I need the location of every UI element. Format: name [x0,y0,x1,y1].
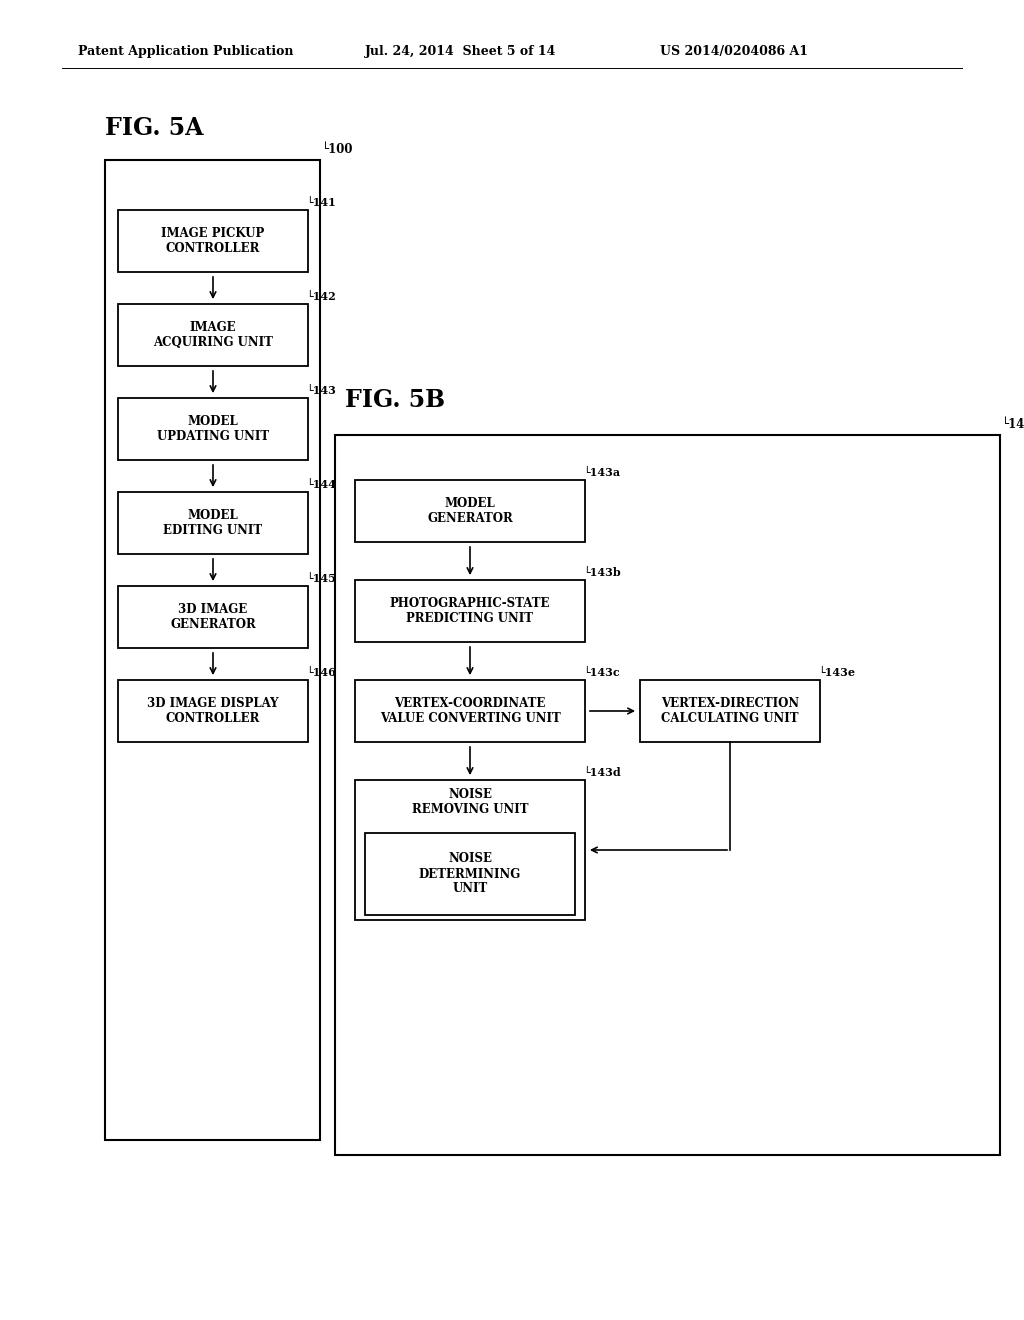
Bar [118,492,308,554]
Text: └143d: └143d [583,767,621,777]
Bar [118,304,308,366]
Bar [118,680,308,742]
Text: └143a: └143a [583,467,621,478]
Text: 3D IMAGE DISPLAY
CONTROLLER: 3D IMAGE DISPLAY CONTROLLER [147,697,279,725]
Text: └143c: └143c [583,667,620,678]
Text: NOISE
DETERMINING
UNIT: NOISE DETERMINING UNIT [419,853,521,895]
Text: MODEL
UPDATING UNIT: MODEL UPDATING UNIT [157,414,269,444]
Bar [335,436,1000,1155]
Text: PHOTOGRAPHIC-STATE
PREDICTING UNIT: PHOTOGRAPHIC-STATE PREDICTING UNIT [390,597,550,624]
Text: MODEL
EDITING UNIT: MODEL EDITING UNIT [164,510,262,537]
Text: IMAGE PICKUP
CONTROLLER: IMAGE PICKUP CONTROLLER [162,227,264,255]
Bar [355,680,585,742]
Text: FIG. 5A: FIG. 5A [105,116,204,140]
Text: └143: └143 [306,385,336,396]
Text: └143b: └143b [583,568,621,578]
Text: └143: └143 [1002,418,1024,432]
Bar [355,579,585,642]
Bar [355,780,585,920]
Text: 3D IMAGE
GENERATOR: 3D IMAGE GENERATOR [170,603,256,631]
Text: └144: └144 [306,479,336,490]
Text: IMAGE
ACQUIRING UNIT: IMAGE ACQUIRING UNIT [153,321,273,348]
Text: └143e: └143e [818,667,855,678]
Text: └145: └145 [306,573,336,583]
Text: VERTEX-DIRECTION
CALCULATING UNIT: VERTEX-DIRECTION CALCULATING UNIT [660,697,799,725]
Bar [118,399,308,459]
Bar [105,160,319,1140]
Text: └142: └142 [306,290,336,302]
Bar [355,480,585,543]
Text: Patent Application Publication: Patent Application Publication [78,45,294,58]
Text: └141: └141 [306,197,336,209]
Text: MODEL
GENERATOR: MODEL GENERATOR [427,498,513,525]
Text: FIG. 5B: FIG. 5B [345,388,445,412]
Bar [640,680,820,742]
Text: NOISE
REMOVING UNIT: NOISE REMOVING UNIT [412,788,528,816]
Text: US 2014/0204086 A1: US 2014/0204086 A1 [660,45,808,58]
Text: Jul. 24, 2014  Sheet 5 of 14: Jul. 24, 2014 Sheet 5 of 14 [365,45,556,58]
Bar [365,833,575,915]
Bar [118,586,308,648]
Text: └100: └100 [322,143,353,156]
Bar [118,210,308,272]
Text: └146: └146 [306,667,336,678]
Text: VERTEX-COORDINATE
VALUE CONVERTING UNIT: VERTEX-COORDINATE VALUE CONVERTING UNIT [380,697,560,725]
